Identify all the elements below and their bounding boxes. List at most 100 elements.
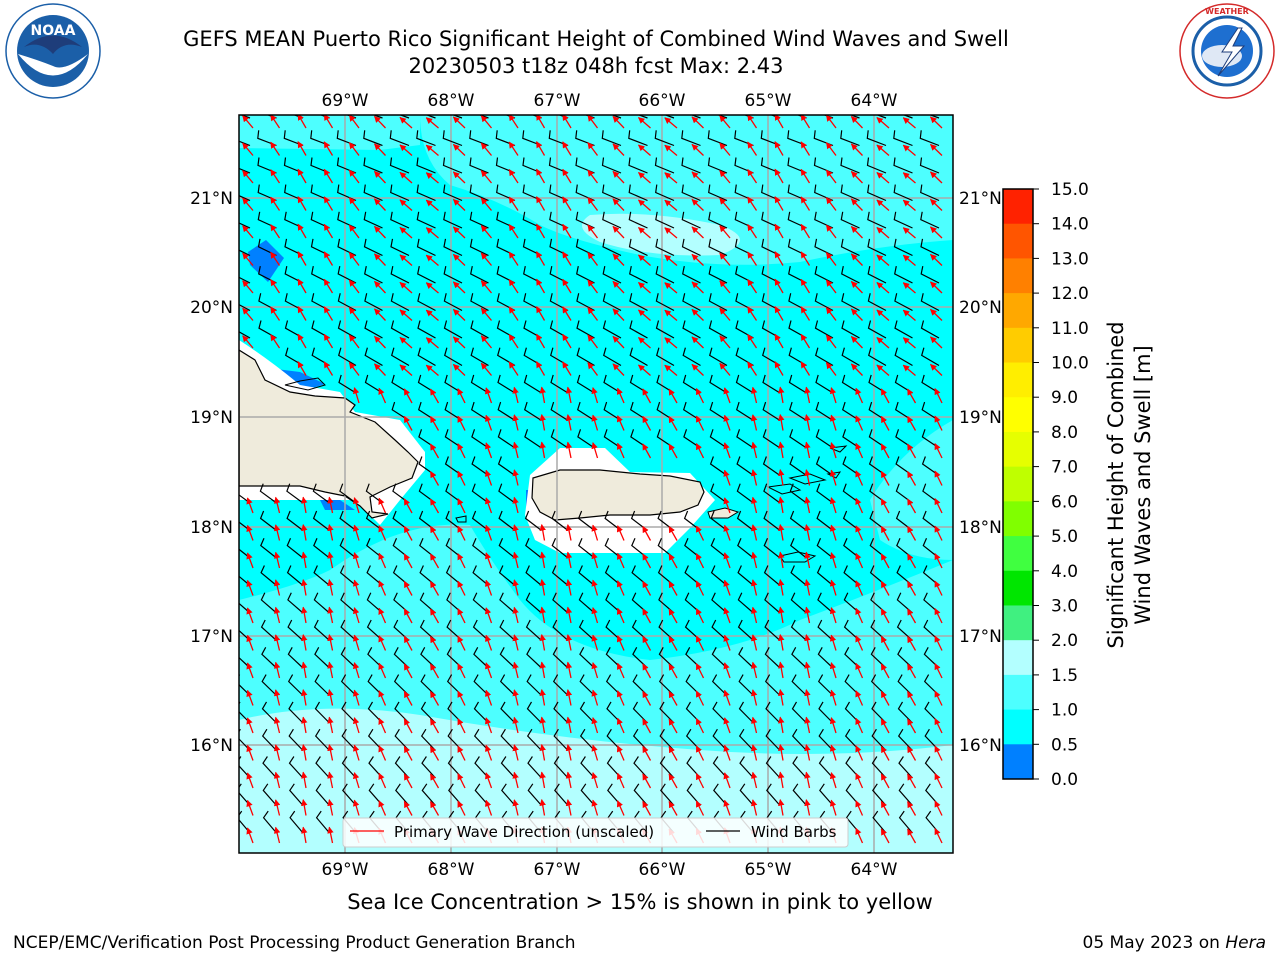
wind-barb <box>628 211 648 229</box>
wave-height-band-1-5-2-0 <box>420 115 953 265</box>
wind-barb <box>342 783 357 806</box>
wave-direction-arrow <box>750 799 758 816</box>
wave-direction-arrow <box>374 253 386 266</box>
lon-label-top: 68°W <box>428 91 475 111</box>
wave-direction-arrow <box>668 636 678 651</box>
wind-barb <box>311 320 330 339</box>
wind-barb <box>866 130 887 147</box>
wind-barb <box>655 184 675 202</box>
wave-direction-arrow <box>934 800 943 816</box>
wind-barb <box>818 701 834 724</box>
wind-barb <box>444 429 463 449</box>
wind-barb <box>526 728 542 751</box>
wave-direction-arrow <box>902 172 916 184</box>
wave-direction-arrow <box>535 168 546 184</box>
wave-direction-arrow <box>804 414 811 431</box>
wave-direction-arrow <box>539 606 546 624</box>
colorbar-tick-label: 13.0 <box>1051 249 1089 269</box>
colorbar-tick-label: 1.5 <box>1051 666 1078 686</box>
wind-barb <box>710 510 728 531</box>
wind-barb <box>552 619 569 641</box>
wave-direction-arrow <box>855 690 864 706</box>
wind-barb <box>390 238 410 257</box>
wind-barb <box>283 130 304 147</box>
wave-direction-arrow <box>612 308 625 321</box>
wind-barb <box>445 510 463 531</box>
wind-barb <box>472 537 489 559</box>
wind-barb <box>923 619 940 641</box>
wave-direction-arrow <box>457 635 466 651</box>
wave-direction-arrow <box>664 172 678 184</box>
wave-direction-arrow <box>804 469 811 486</box>
wave-direction-arrow <box>399 364 413 376</box>
wind-barb <box>394 728 410 751</box>
wind-barb <box>443 184 463 202</box>
wind-barb <box>921 401 940 422</box>
wave-direction-arrow <box>539 414 546 431</box>
wind-barb <box>315 810 330 834</box>
wave-direction-arrow <box>323 115 334 129</box>
lat-label-right: 19°N <box>959 408 1002 428</box>
wave-direction-arrow <box>535 251 546 266</box>
wind-barb <box>366 619 383 641</box>
wind-barb <box>286 537 304 559</box>
wave-direction-arrow <box>876 309 890 321</box>
wind-barb <box>893 157 913 174</box>
wind-barb <box>738 701 754 724</box>
wave-direction-arrow <box>934 580 943 596</box>
wind-barb <box>499 647 516 669</box>
wind-barb <box>737 592 754 614</box>
wave-direction-arrow <box>804 661 811 679</box>
wave-direction-arrow <box>829 552 837 569</box>
wind-barb <box>576 401 595 422</box>
wave-direction-arrow <box>902 227 916 239</box>
colorbar-segment <box>1003 674 1033 711</box>
colorbar-segment <box>1003 640 1033 676</box>
wind-barb <box>390 211 410 229</box>
wind-barb <box>495 130 516 147</box>
wave-direction-arrow <box>664 337 678 349</box>
wind-barb <box>394 756 410 779</box>
wave-direction-arrow <box>642 525 652 541</box>
wave-direction-arrow <box>301 716 308 734</box>
colorbar-label-line1: Significant Height of Combined <box>1104 321 1128 648</box>
wind-barb <box>920 211 940 229</box>
wave-direction-arrow <box>719 142 731 156</box>
wave-direction-arrow <box>855 470 864 486</box>
wind-barb <box>548 130 569 147</box>
wave-direction-arrow <box>403 580 413 596</box>
wind-barb <box>341 756 357 779</box>
wave-direction-arrow <box>539 689 546 706</box>
wind-barb <box>815 456 834 476</box>
wave-direction-arrow <box>876 172 890 184</box>
wind-barb <box>682 401 701 422</box>
wind-barb <box>790 619 807 641</box>
wind-barb <box>682 320 701 339</box>
wave-direction-arrow <box>638 172 651 184</box>
wind-barb <box>925 810 940 834</box>
wind-barb <box>550 374 569 394</box>
wave-direction-arrow <box>719 115 731 129</box>
wind-barb <box>578 537 595 559</box>
wave-direction-arrow <box>774 223 784 239</box>
wind-barb <box>390 347 410 367</box>
wave-direction-arrow <box>616 717 625 734</box>
wind-barb <box>284 293 304 312</box>
wind-barb <box>817 619 834 641</box>
wind-barb <box>791 728 807 751</box>
wave-direction-arrow <box>668 443 678 459</box>
wind-barb <box>655 320 675 339</box>
wave-direction-arrow <box>829 634 837 651</box>
wave-direction-arrow <box>242 280 254 294</box>
wind-barb <box>443 211 463 229</box>
wind-barb <box>841 293 860 312</box>
wind-barb <box>872 783 887 806</box>
wave-direction-arrow <box>825 362 837 376</box>
wave-direction-arrow <box>691 226 704 239</box>
wind-barb <box>841 320 860 339</box>
wind-barb <box>363 184 383 202</box>
wind-barb <box>390 320 410 339</box>
wave-direction-arrow <box>270 334 281 349</box>
wave-direction-arrow <box>374 170 386 184</box>
wind-barb <box>525 537 542 559</box>
